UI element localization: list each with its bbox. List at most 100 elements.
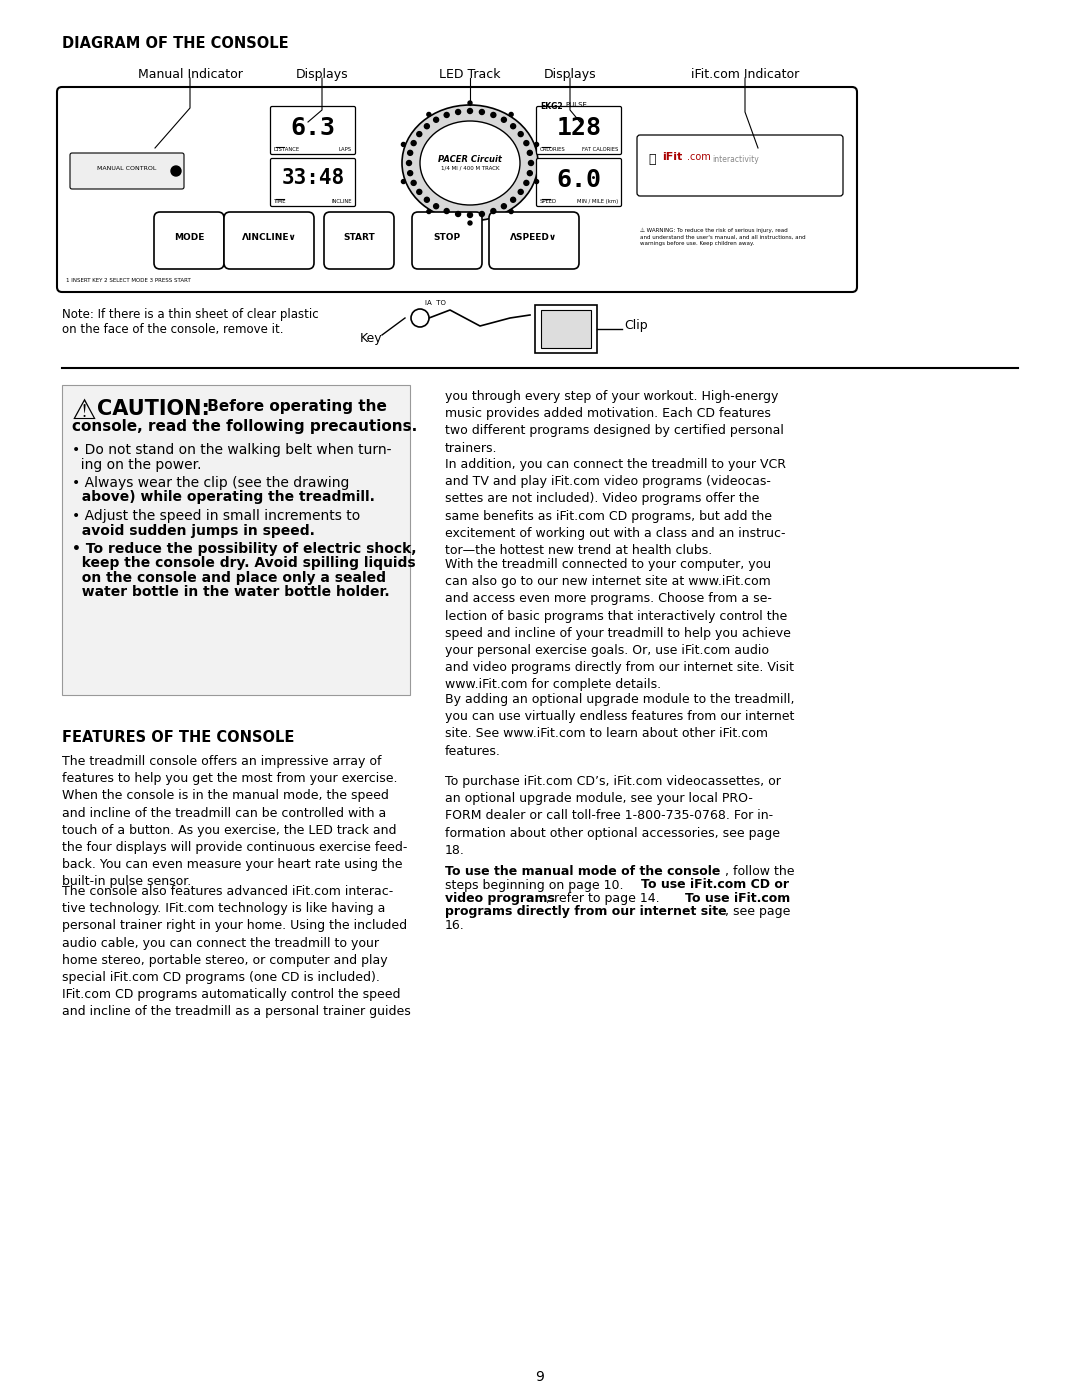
Text: 33:48: 33:48 xyxy=(282,168,345,189)
Text: The treadmill console offers an impressive array of
features to help you get the: The treadmill console offers an impressi… xyxy=(62,754,407,888)
Text: interactivity: interactivity xyxy=(712,155,759,163)
Text: • Always wear the clip (see the drawing: • Always wear the clip (see the drawing xyxy=(72,476,349,490)
Circle shape xyxy=(509,113,513,116)
FancyBboxPatch shape xyxy=(224,212,314,270)
Text: MODE: MODE xyxy=(174,233,204,242)
Text: The console also features advanced iFit.com interac-
tive technology. IFit.com t: The console also features advanced iFit.… xyxy=(62,886,410,1018)
Text: • Do not stand on the walking belt when turn-: • Do not stand on the walking belt when … xyxy=(72,443,391,457)
Circle shape xyxy=(511,124,515,129)
Text: INCLINE: INCLINE xyxy=(332,198,352,204)
Circle shape xyxy=(509,210,513,214)
Circle shape xyxy=(402,180,405,183)
Text: ΛSPEED∨: ΛSPEED∨ xyxy=(511,233,557,242)
Circle shape xyxy=(427,210,431,214)
Text: ⚠ WARNING: To reduce the risk of serious injury, read
and understand the user's : ⚠ WARNING: To reduce the risk of serious… xyxy=(640,228,806,246)
Circle shape xyxy=(171,166,181,176)
Circle shape xyxy=(528,161,534,165)
Text: DIAGRAM OF THE CONSOLE: DIAGRAM OF THE CONSOLE xyxy=(62,36,288,52)
Circle shape xyxy=(480,109,485,115)
Circle shape xyxy=(444,208,449,214)
Circle shape xyxy=(417,190,422,194)
Text: 6.0: 6.0 xyxy=(556,168,602,191)
Circle shape xyxy=(468,212,473,218)
Text: 16.: 16. xyxy=(445,919,464,932)
Text: TIME: TIME xyxy=(274,198,286,204)
Text: video programs: video programs xyxy=(445,893,555,905)
Text: With the treadmill connected to your computer, you
can also go to our new intern: With the treadmill connected to your com… xyxy=(445,557,794,692)
Text: Key: Key xyxy=(360,332,382,345)
Text: By adding an optional upgrade module to the treadmill,
you can use virtually end: By adding an optional upgrade module to … xyxy=(445,693,795,757)
Text: programs directly from our internet site: programs directly from our internet site xyxy=(445,905,727,918)
Circle shape xyxy=(524,180,529,186)
Ellipse shape xyxy=(420,122,519,205)
Circle shape xyxy=(501,204,507,208)
Circle shape xyxy=(407,170,413,176)
Circle shape xyxy=(518,190,523,194)
Text: on the console and place only a sealed: on the console and place only a sealed xyxy=(72,571,386,585)
Circle shape xyxy=(468,221,472,225)
Text: above) while operating the treadmill.: above) while operating the treadmill. xyxy=(72,490,375,504)
Text: .com: .com xyxy=(687,152,711,162)
Circle shape xyxy=(501,117,507,123)
Text: 1 INSERT KEY 2 SELECT MODE 3 PRESS START: 1 INSERT KEY 2 SELECT MODE 3 PRESS START xyxy=(66,278,191,284)
Text: 6.3: 6.3 xyxy=(291,116,336,140)
Ellipse shape xyxy=(402,105,538,221)
Text: In addition, you can connect the treadmill to your VCR
and TV and play iFit.com : In addition, you can connect the treadmi… xyxy=(445,458,786,557)
Text: Displays: Displays xyxy=(543,68,596,81)
Text: DISTANCE: DISTANCE xyxy=(274,147,300,152)
Circle shape xyxy=(411,180,416,186)
Text: PULSE: PULSE xyxy=(565,102,586,108)
Text: 128: 128 xyxy=(556,116,602,140)
FancyBboxPatch shape xyxy=(270,158,355,207)
Circle shape xyxy=(411,309,429,327)
Text: ing on the power.: ing on the power. xyxy=(72,457,202,472)
Circle shape xyxy=(407,151,413,155)
Circle shape xyxy=(444,112,449,117)
FancyBboxPatch shape xyxy=(537,106,621,155)
Circle shape xyxy=(518,131,523,137)
Text: you through every step of your workout. High-energy
music provides added motivat: you through every step of your workout. … xyxy=(445,390,784,454)
Text: CALORIES: CALORIES xyxy=(540,147,566,152)
Circle shape xyxy=(456,211,460,217)
Bar xyxy=(535,305,597,353)
Text: • To reduce the possibility of electric shock,: • To reduce the possibility of electric … xyxy=(72,542,417,556)
FancyBboxPatch shape xyxy=(489,212,579,270)
Circle shape xyxy=(527,151,532,155)
Text: To use iFit.com: To use iFit.com xyxy=(685,893,791,905)
FancyBboxPatch shape xyxy=(411,212,482,270)
Text: MANUAL CONTROL: MANUAL CONTROL xyxy=(97,166,157,172)
Text: steps beginning on page 10.: steps beginning on page 10. xyxy=(445,879,627,891)
Circle shape xyxy=(427,113,431,116)
Text: To purchase iFit.com CD’s, iFit.com videocassettes, or
an optional upgrade modul: To purchase iFit.com CD’s, iFit.com vide… xyxy=(445,775,781,856)
Bar xyxy=(541,310,591,348)
Text: STOP: STOP xyxy=(433,233,460,242)
Text: To use iFit.com CD or: To use iFit.com CD or xyxy=(642,879,789,891)
Circle shape xyxy=(417,131,422,137)
FancyBboxPatch shape xyxy=(324,212,394,270)
Circle shape xyxy=(468,109,473,113)
Text: PACER Circuit: PACER Circuit xyxy=(438,155,502,163)
Text: ⓘ: ⓘ xyxy=(648,154,656,166)
Text: FAT CALORIES: FAT CALORIES xyxy=(582,147,618,152)
Text: iFit.com Indicator: iFit.com Indicator xyxy=(691,68,799,81)
Circle shape xyxy=(433,117,438,123)
Text: ΛINCLINE∨: ΛINCLINE∨ xyxy=(242,233,296,242)
FancyBboxPatch shape xyxy=(637,136,843,196)
Text: LAPS: LAPS xyxy=(339,147,352,152)
Text: FEATURES OF THE CONSOLE: FEATURES OF THE CONSOLE xyxy=(62,731,295,745)
Text: EKG2: EKG2 xyxy=(540,102,563,110)
Text: Manual Indicator: Manual Indicator xyxy=(137,68,242,81)
Text: START: START xyxy=(343,233,375,242)
Circle shape xyxy=(411,141,416,145)
Text: iFit: iFit xyxy=(662,152,683,162)
Text: CAUTION:: CAUTION: xyxy=(97,400,210,419)
Circle shape xyxy=(424,124,430,129)
Circle shape xyxy=(490,208,496,214)
Text: Before operating the: Before operating the xyxy=(202,400,387,414)
Circle shape xyxy=(433,204,438,208)
Text: Note: If there is a thin sheet of clear plastic
on the face of the console, remo: Note: If there is a thin sheet of clear … xyxy=(62,307,319,337)
Text: , see page: , see page xyxy=(725,905,791,918)
FancyBboxPatch shape xyxy=(62,386,410,694)
Text: To use the manual mode of the console: To use the manual mode of the console xyxy=(445,865,720,877)
Circle shape xyxy=(456,109,460,115)
